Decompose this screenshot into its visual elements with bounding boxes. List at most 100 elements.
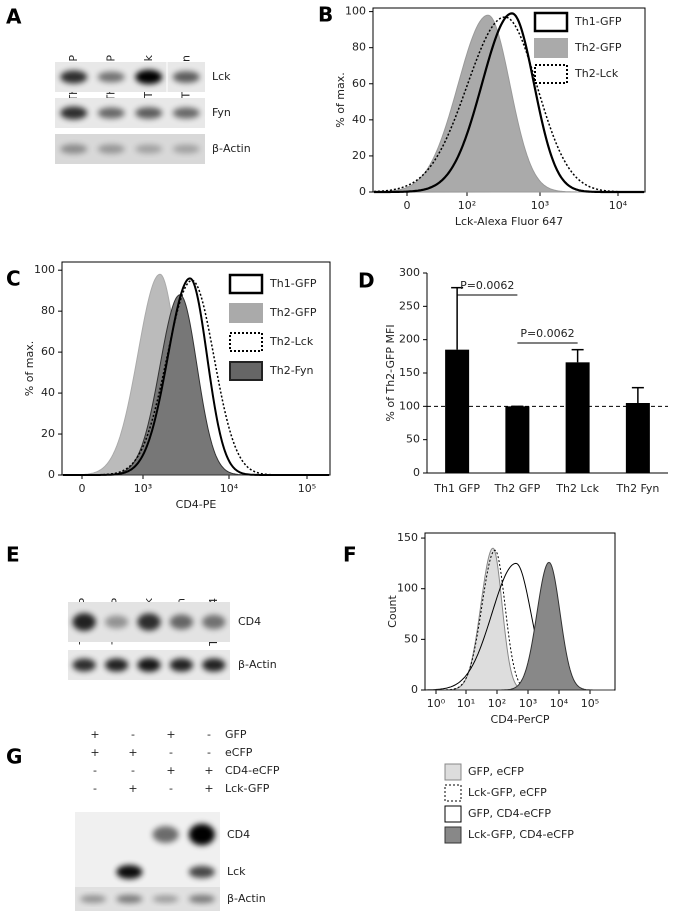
sign: -	[207, 728, 211, 741]
legend-swatch	[534, 64, 568, 84]
x-tick-label: 10³	[519, 697, 537, 710]
x-tick-label: 10²	[458, 199, 476, 212]
legend-swatch	[229, 303, 263, 323]
band	[152, 826, 179, 843]
y-tick-label: 150	[399, 366, 420, 379]
legend-label: Th1-GFP	[574, 15, 622, 28]
legend-label: Th2-Lck	[574, 67, 619, 80]
y-tick-label: 0	[48, 468, 55, 481]
x-tick-label: 10⁵	[298, 482, 316, 495]
histogram	[63, 294, 329, 476]
histogram	[426, 549, 614, 691]
bar	[505, 406, 530, 473]
sign: -	[169, 782, 173, 795]
x-tick-label: 0	[79, 482, 86, 495]
y-tick-label: 20	[352, 149, 366, 162]
row-label: Lck-GFP	[225, 782, 270, 795]
x-tick-label: Th2 Fyn	[615, 482, 659, 495]
row-label: Fyn	[212, 106, 231, 119]
band	[152, 895, 179, 903]
band	[172, 144, 200, 154]
row-label: CD4-eCFP	[225, 764, 280, 777]
legend-label: Th2-Lck	[269, 335, 314, 348]
x-tick-label: 10³	[134, 482, 152, 495]
legend-swatch	[228, 273, 264, 295]
row-label: CD4	[238, 615, 261, 628]
x-tick-label: 10⁴	[609, 199, 628, 212]
sign: +	[128, 746, 137, 759]
band	[172, 71, 200, 83]
y-tick-label: 100	[399, 399, 420, 412]
row-label: CD4	[227, 828, 250, 841]
panel-label: D	[358, 269, 375, 293]
y-tick-label: 50	[406, 433, 420, 446]
histogram	[426, 561, 614, 691]
legend-swatch	[533, 11, 569, 33]
legend-swatch	[229, 332, 263, 352]
y-axis-label: % of max.	[23, 341, 36, 397]
y-tick-label: 20	[41, 427, 55, 440]
sign: -	[131, 728, 135, 741]
band	[137, 613, 161, 631]
sign: +	[204, 764, 213, 777]
band	[135, 107, 163, 119]
row-label: β-Actin	[238, 658, 277, 671]
y-tick-label: 100	[34, 263, 55, 276]
sign: +	[90, 746, 99, 759]
panel-label: E	[6, 543, 20, 567]
x-tick-label: Th1 GFP	[433, 482, 480, 495]
row-label: β-Actin	[212, 142, 251, 155]
legend-label: Th2-GFP	[574, 41, 622, 54]
y-tick-label: 0	[411, 683, 418, 696]
y-tick-label: 300	[399, 266, 420, 279]
row-label: GFP	[225, 728, 247, 741]
legend-label: Lck-GFP, eCFP	[468, 786, 547, 799]
x-tick-label: 10⁵	[581, 697, 599, 710]
x-tick-label: 10³	[531, 199, 549, 212]
y-tick-label: 250	[399, 299, 420, 312]
legend-label: GFP, eCFP	[468, 765, 524, 778]
band	[169, 658, 194, 672]
x-tick-label: 0	[404, 199, 411, 212]
bar	[565, 362, 590, 473]
band	[60, 106, 88, 120]
legend-label: Th2-Fyn	[269, 364, 313, 377]
band	[116, 864, 143, 880]
band	[60, 70, 88, 84]
y-tick-label: 80	[352, 41, 366, 54]
x-tick-label: 10⁴	[550, 697, 569, 710]
band	[97, 71, 125, 83]
band	[188, 823, 215, 846]
y-tick-label: 40	[41, 386, 55, 399]
band	[172, 107, 200, 119]
band	[60, 144, 88, 154]
sign: +	[90, 728, 99, 741]
band	[188, 894, 215, 904]
band	[135, 144, 163, 154]
legend-label: Th1-GFP	[269, 277, 317, 290]
y-axis-label: % of max.	[334, 72, 347, 128]
sign: +	[128, 782, 137, 795]
y-tick-label: 0	[359, 185, 366, 198]
band	[72, 613, 96, 631]
legend-swatch	[534, 38, 568, 58]
y-tick-label: 100	[345, 5, 366, 18]
band	[72, 658, 96, 672]
panel-label: C	[6, 267, 21, 291]
legend-swatch	[444, 763, 462, 781]
row-label: eCFP	[225, 746, 253, 759]
histogram	[426, 562, 614, 691]
band	[137, 658, 161, 672]
band	[104, 615, 129, 629]
annotation: P=0.0062	[460, 279, 514, 292]
sign: -	[93, 782, 97, 795]
band	[104, 658, 129, 672]
band	[97, 107, 125, 119]
plot-frame	[424, 532, 616, 691]
y-tick-label: 60	[352, 77, 366, 90]
sign: +	[204, 782, 213, 795]
y-tick-label: 150	[397, 531, 418, 544]
x-tick-label: 10²	[488, 697, 506, 710]
